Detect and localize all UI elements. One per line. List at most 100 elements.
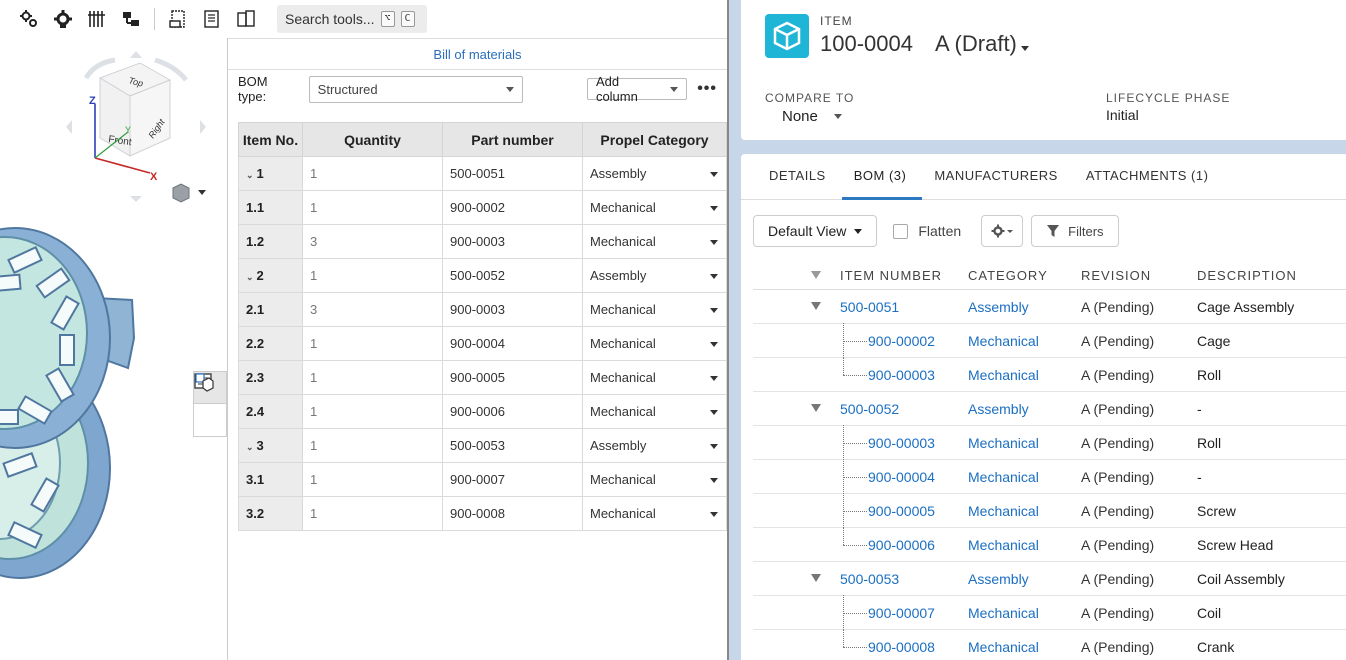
tab-bom[interactable]: BOM (3) bbox=[841, 154, 923, 200]
quantity-cell[interactable]: 1 bbox=[302, 190, 443, 225]
quantity-cell[interactable]: 1 bbox=[302, 258, 443, 293]
category-dropdown[interactable]: Mechanical bbox=[582, 360, 727, 395]
flatten-toggle[interactable]: Flatten bbox=[893, 223, 961, 239]
category-dropdown[interactable]: Mechanical bbox=[582, 190, 727, 225]
copy-icon[interactable] bbox=[229, 4, 263, 34]
bom-child-row[interactable]: 900-00007 Mechanical A (Pending) Coil bbox=[753, 595, 1346, 630]
search-tools-input[interactable]: Search tools... ⌥ C bbox=[277, 5, 427, 33]
bom-child-row[interactable]: 900-00005 Mechanical A (Pending) Screw bbox=[753, 493, 1346, 528]
item-number-link[interactable]: 900-00006 bbox=[868, 536, 935, 553]
item-number-link[interactable]: 900-00004 bbox=[868, 468, 935, 485]
item-number-link[interactable]: 900-00007 bbox=[868, 604, 935, 621]
item-number-link[interactable]: 500-0052 bbox=[840, 400, 900, 417]
item-number-link[interactable]: 500-0053 bbox=[840, 570, 900, 587]
quantity-cell[interactable]: 3 bbox=[302, 224, 443, 259]
item-number-link[interactable]: 900-00002 bbox=[868, 332, 935, 349]
quantity-cell[interactable]: 1 bbox=[302, 360, 443, 395]
category-dropdown[interactable]: Mechanical bbox=[582, 224, 727, 259]
tab-attachments[interactable]: ATTACHMENTS (1) bbox=[1085, 168, 1209, 183]
bom-table-row[interactable]: 2.4 1 900-0006 Mechanical bbox=[238, 394, 727, 429]
column-header-propel-category[interactable]: Propel Category bbox=[582, 122, 727, 157]
category-dropdown[interactable]: Mechanical bbox=[582, 292, 727, 327]
quantity-cell[interactable]: 1 bbox=[302, 326, 443, 361]
collapse-all-toggle[interactable] bbox=[753, 262, 840, 289]
category-link[interactable]: Assembly bbox=[968, 400, 1029, 417]
category-link[interactable]: Mechanical bbox=[968, 434, 1039, 451]
column-header-item-no[interactable]: Item No. bbox=[238, 122, 303, 157]
category-link[interactable]: Mechanical bbox=[968, 502, 1039, 519]
bom-parent-row[interactable]: 500-0052 Assembly A (Pending) - bbox=[753, 392, 1346, 426]
view-select-button[interactable]: Default View bbox=[753, 215, 878, 247]
bom-parent-row[interactable]: 500-0053 Assembly A (Pending) Coil Assembly bbox=[753, 562, 1346, 596]
tab-details[interactable]: DETAILS bbox=[769, 168, 826, 183]
bom-table-row[interactable]: 1.1 1 900-0002 Mechanical bbox=[238, 190, 727, 225]
bom-child-row[interactable]: 900-00003 Mechanical A (Pending) Roll bbox=[753, 425, 1346, 460]
expand-chevron-icon[interactable]: ⌄ bbox=[246, 272, 254, 282]
category-link[interactable]: Mechanical bbox=[968, 604, 1039, 621]
flatten-checkbox[interactable] bbox=[893, 223, 909, 239]
quantity-cell[interactable]: 1 bbox=[302, 462, 443, 497]
category-dropdown[interactable]: Mechanical bbox=[582, 326, 727, 361]
bom-child-row[interactable]: 900-00006 Mechanical A (Pending) Screw Head bbox=[753, 527, 1346, 562]
quantity-cell[interactable]: 1 bbox=[302, 394, 443, 429]
category-link[interactable]: Mechanical bbox=[968, 536, 1039, 553]
column-header-revision[interactable]: REVISION bbox=[1081, 268, 1152, 283]
filters-button[interactable]: Filters bbox=[1031, 215, 1119, 247]
item-number-link[interactable]: 900-00008 bbox=[868, 638, 935, 655]
bom-table-row[interactable]: ⌄ 2 1 500-0052 Assembly bbox=[238, 258, 727, 293]
row-toggle[interactable] bbox=[753, 392, 840, 425]
bom-table-row[interactable]: 3.1 1 900-0007 Mechanical bbox=[238, 462, 727, 497]
triangle-down-icon[interactable] bbox=[811, 302, 821, 310]
tab-manufacturers[interactable]: MANUFACTURERS bbox=[934, 168, 1058, 183]
row-toggle[interactable] bbox=[753, 562, 840, 595]
category-link[interactable]: Mechanical bbox=[968, 468, 1039, 485]
category-link[interactable]: Mechanical bbox=[968, 332, 1039, 349]
category-link[interactable]: Assembly bbox=[968, 298, 1029, 315]
more-options-icon[interactable]: ••• bbox=[697, 80, 717, 97]
column-header-description[interactable]: DESCRIPTION bbox=[1197, 268, 1297, 283]
bom-type-select[interactable]: Structured bbox=[308, 75, 523, 103]
column-header-category[interactable]: CATEGORY bbox=[968, 268, 1048, 283]
category-dropdown[interactable]: Assembly bbox=[582, 258, 727, 293]
item-number-link[interactable]: 900-00003 bbox=[868, 366, 935, 383]
expand-chevron-icon[interactable]: ⌄ bbox=[246, 442, 254, 452]
gear-settings-icon[interactable] bbox=[46, 4, 80, 34]
category-dropdown[interactable]: Mechanical bbox=[582, 496, 727, 531]
category-dropdown[interactable]: Assembly bbox=[582, 156, 727, 191]
instances-icon[interactable] bbox=[194, 373, 226, 436]
bom-table-row[interactable]: 1.2 3 900-0003 Mechanical bbox=[238, 224, 727, 259]
column-header-part-number[interactable]: Part number bbox=[442, 122, 583, 157]
bom-table-row[interactable]: ⌄ 1 1 500-0051 Assembly bbox=[238, 156, 727, 191]
add-column-button[interactable]: Add column bbox=[586, 74, 688, 104]
item-number-link[interactable]: 900-00003 bbox=[868, 434, 935, 451]
category-dropdown[interactable]: Assembly bbox=[582, 428, 727, 463]
revision-select[interactable]: A (Draft) bbox=[935, 31, 1029, 57]
item-number-link[interactable]: 900-00005 bbox=[868, 502, 935, 519]
bom-child-row[interactable]: 900-00004 Mechanical A (Pending) - bbox=[753, 459, 1346, 494]
bom-parent-row[interactable]: 500-0051 Assembly A (Pending) Cage Assembly bbox=[753, 290, 1346, 324]
column-header-item-number[interactable]: ITEM NUMBER bbox=[840, 268, 942, 283]
row-toggle[interactable] bbox=[753, 290, 840, 323]
column-header-quantity[interactable]: Quantity bbox=[302, 122, 443, 157]
drawing-icon[interactable] bbox=[161, 4, 195, 34]
bom-child-row[interactable]: 900-00008 Mechanical A (Pending) Crank bbox=[753, 629, 1346, 660]
compare-to-select[interactable]: None bbox=[782, 108, 842, 125]
bom-child-row[interactable]: 900-00003 Mechanical A (Pending) Roll bbox=[753, 357, 1346, 392]
expand-chevron-icon[interactable]: ⌄ bbox=[246, 170, 254, 180]
bom-table-row[interactable]: 2.1 3 900-0003 Mechanical bbox=[238, 292, 727, 327]
quantity-cell[interactable]: 1 bbox=[302, 496, 443, 531]
category-dropdown[interactable]: Mechanical bbox=[582, 394, 727, 429]
bom-table-row[interactable]: 3.2 1 900-0008 Mechanical bbox=[238, 496, 727, 531]
category-link[interactable]: Assembly bbox=[968, 570, 1029, 587]
assembly-icon[interactable] bbox=[114, 4, 148, 34]
3d-model[interactable] bbox=[0, 227, 136, 579]
gears-icon[interactable] bbox=[12, 4, 46, 34]
bom-table-row[interactable]: 2.2 1 900-0004 Mechanical bbox=[238, 326, 727, 361]
configuration-icon[interactable] bbox=[80, 4, 114, 34]
triangle-down-icon[interactable] bbox=[811, 404, 821, 412]
bom-table-row[interactable]: ⌄ 3 1 500-0053 Assembly bbox=[238, 428, 727, 463]
bom-table-row[interactable]: 2.3 1 900-0005 Mechanical bbox=[238, 360, 727, 395]
3d-viewport[interactable]: Top Front Right Z X Y bbox=[0, 38, 227, 660]
view-cube[interactable]: Top Front Right Z X Y bbox=[66, 51, 206, 202]
view-mode-icon[interactable] bbox=[172, 183, 206, 203]
